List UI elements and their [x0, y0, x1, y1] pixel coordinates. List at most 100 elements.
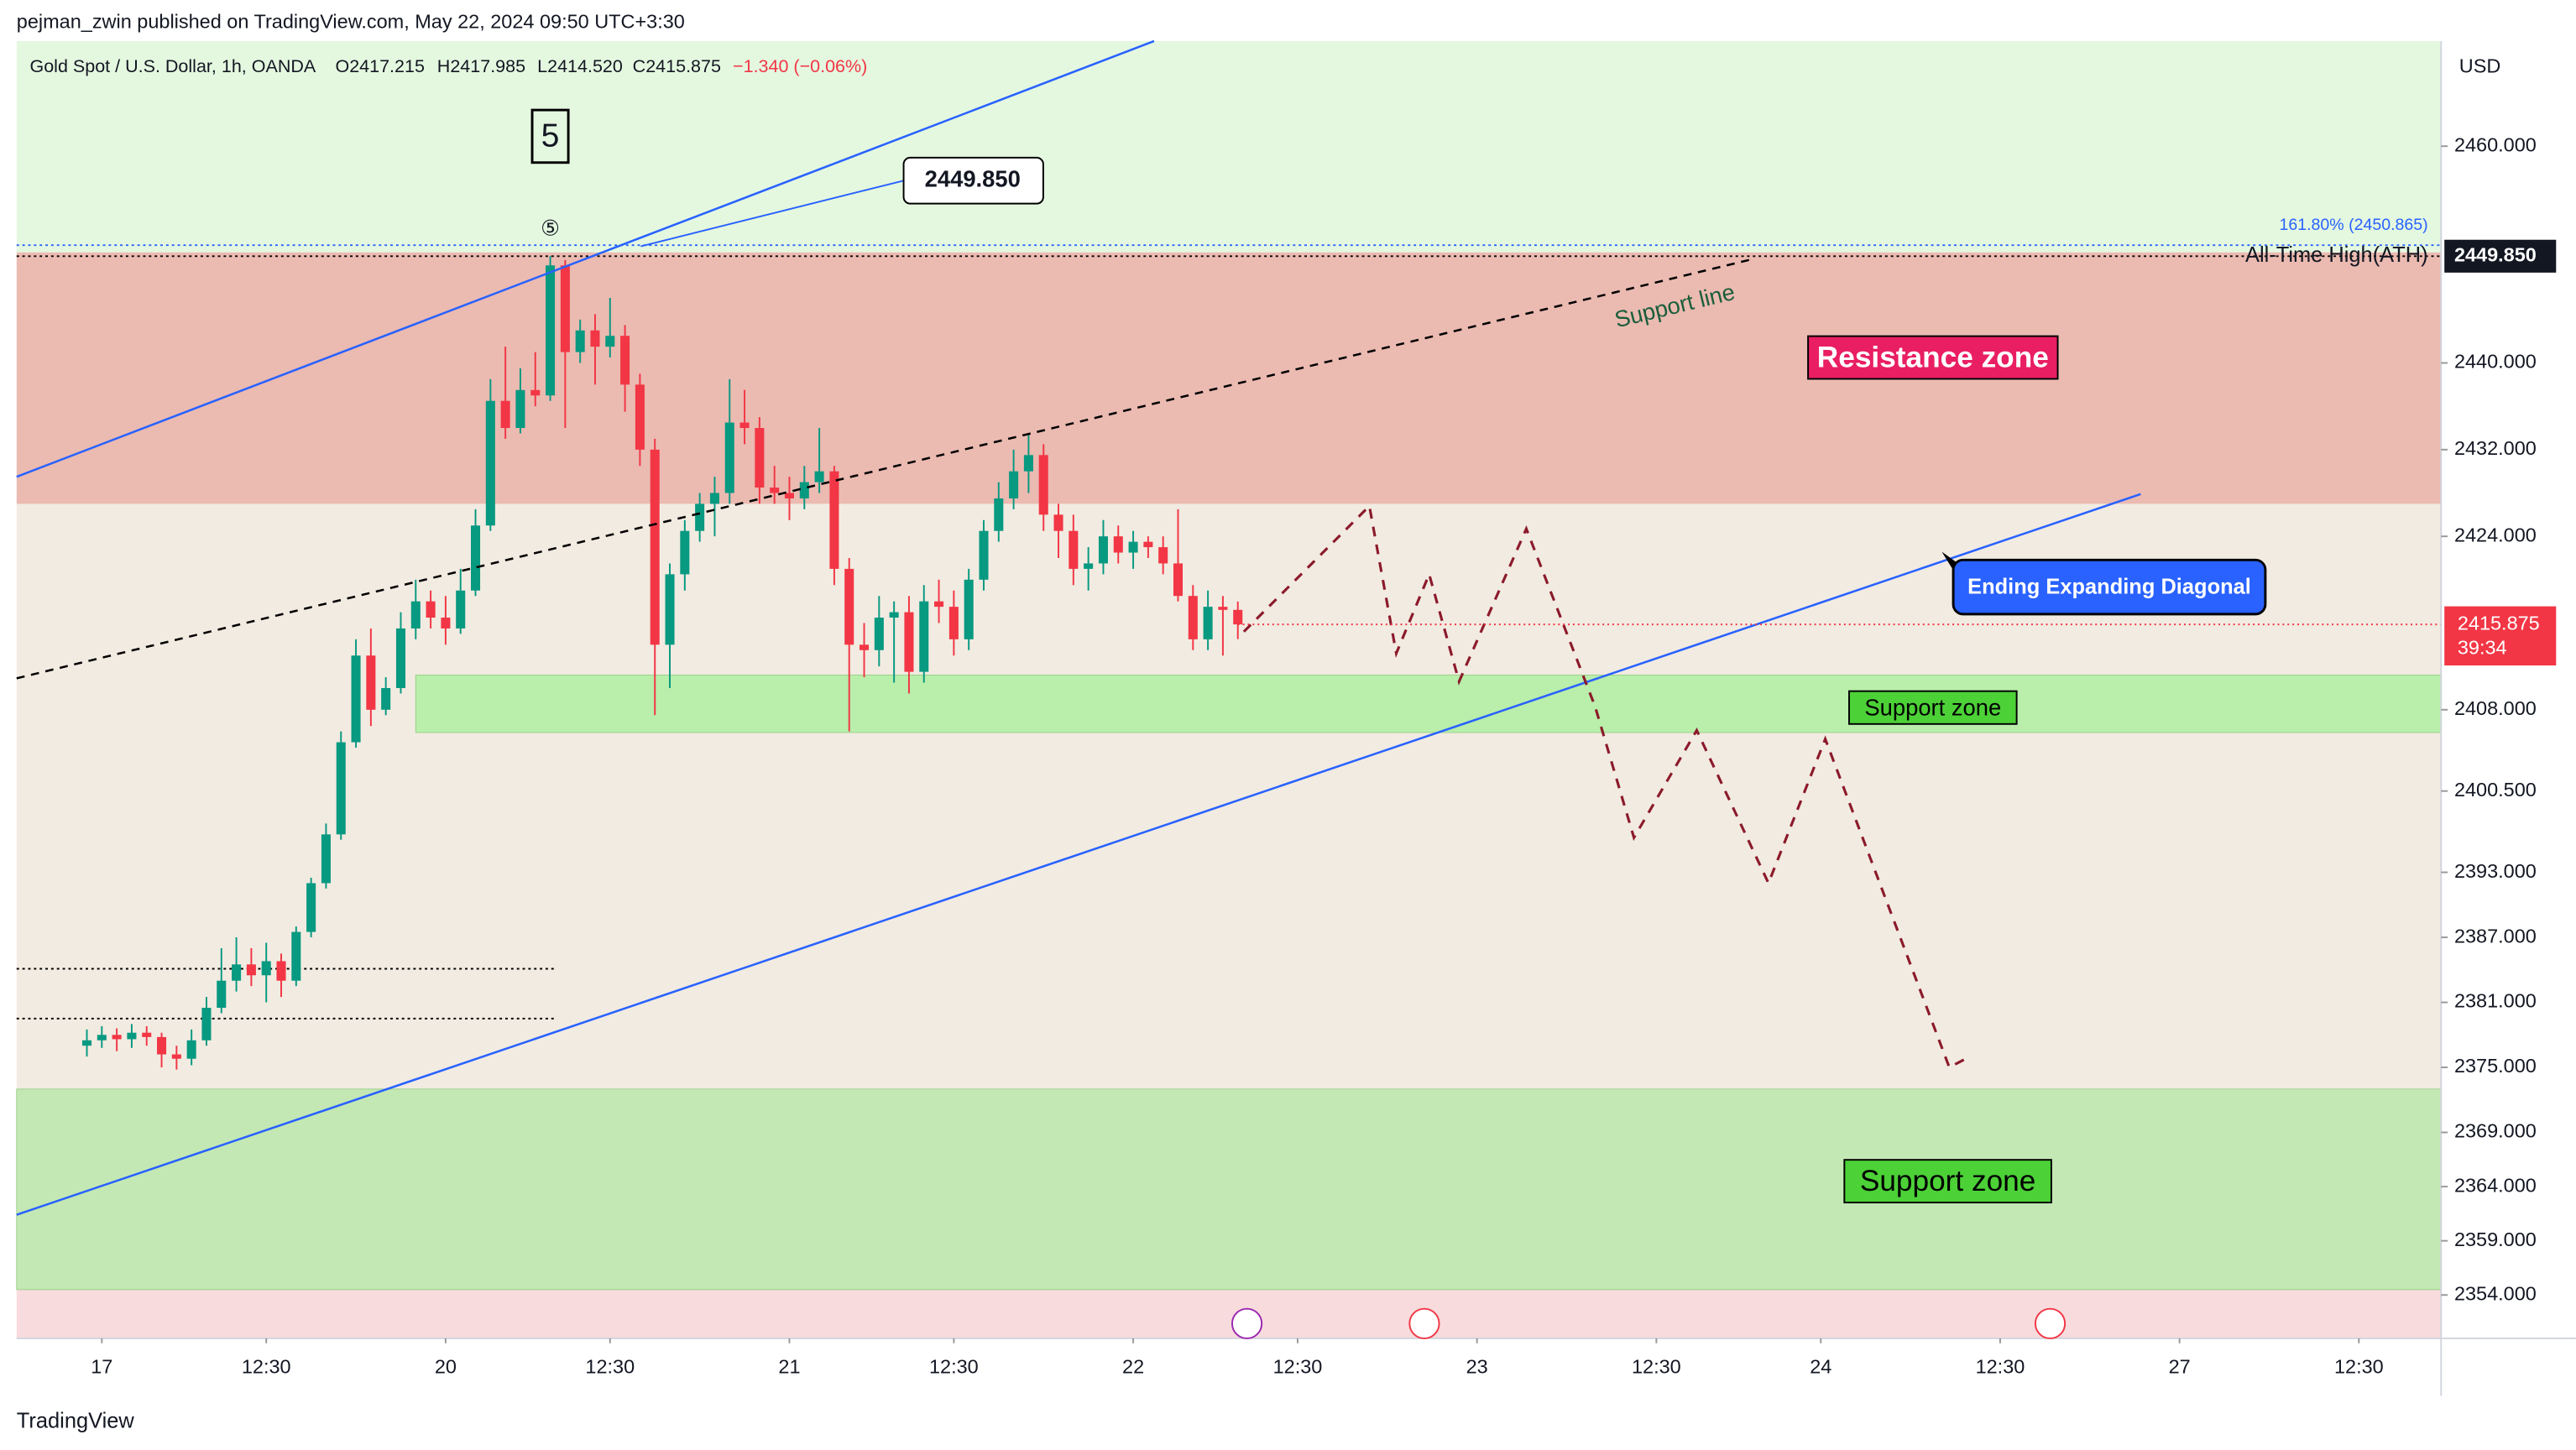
- candle-body: [112, 1035, 122, 1040]
- change: −1.340 (−0.06%): [733, 56, 867, 76]
- candle-body: [97, 1035, 107, 1041]
- x-tick-label: 12:30: [1632, 1355, 1681, 1377]
- y-tick-label: 2381.000: [2454, 990, 2537, 1012]
- y-tick-label: 2432.000: [2454, 437, 2537, 459]
- candle-body: [381, 687, 391, 710]
- y-tick-label: 2364.000: [2454, 1174, 2537, 1196]
- event-icon[interactable]: [1408, 1307, 1440, 1339]
- candle-body: [724, 422, 734, 493]
- candle-body: [799, 482, 809, 498]
- candle-body: [127, 1032, 137, 1040]
- candle-body: [709, 493, 719, 504]
- y-tick-label: 2424.000: [2454, 524, 2537, 545]
- y-tick-label: 2359.000: [2454, 1228, 2537, 1250]
- candle-body: [1128, 541, 1138, 553]
- candle-body: [1173, 563, 1183, 597]
- x-tick-label: 24: [1810, 1355, 1831, 1377]
- callout-line: [640, 180, 904, 248]
- candle-body: [665, 574, 675, 645]
- zone-label-box: [1848, 690, 2018, 725]
- candle-body: [306, 883, 316, 932]
- event-icon[interactable]: [2034, 1307, 2067, 1339]
- x-tick-label: 12:30: [1976, 1355, 2025, 1377]
- candle-body: [904, 612, 914, 672]
- ohlc-high: H2417.985: [437, 56, 525, 76]
- zone-label-box: [1807, 335, 2059, 380]
- y-tick-label: 2460.000: [2454, 133, 2537, 155]
- candle-body: [321, 834, 331, 884]
- candle-body: [605, 336, 615, 347]
- candle-body: [1023, 455, 1033, 472]
- candle-body: [1218, 607, 1228, 610]
- candle-body: [546, 265, 556, 396]
- trendline: [16, 39, 1155, 478]
- candle-body: [456, 590, 466, 629]
- candle-body: [814, 471, 824, 482]
- x-tick-label: 12:30: [585, 1355, 635, 1377]
- plot-area: 161.80% (2450.865) All-Time High(ATH) Supp…: [16, 39, 2442, 1338]
- ath-label: All-Time High(ATH): [2245, 243, 2428, 267]
- candle-body: [261, 961, 271, 976]
- candle-body: [1038, 455, 1048, 515]
- candle-body: [485, 400, 495, 526]
- zone-label: Resistance zone: [1817, 341, 2049, 373]
- last-price-label: 2415.875: [2458, 612, 2540, 634]
- x-tick-label: 17: [91, 1355, 112, 1377]
- candle-body: [889, 612, 899, 618]
- candle-body: [874, 618, 884, 650]
- zone-label-box: [1843, 1159, 2052, 1204]
- candle-body: [919, 601, 929, 672]
- ohlc-low: L2414.520: [537, 56, 623, 76]
- candle-body: [441, 618, 451, 629]
- fib-label: 161.80% (2450.865): [2279, 216, 2427, 234]
- countdown: 39:34: [2458, 637, 2507, 659]
- wave-box: [530, 108, 570, 164]
- callout-box: [902, 156, 1044, 205]
- candle-body: [829, 471, 839, 569]
- candle-body: [81, 1040, 92, 1046]
- candle-body: [217, 980, 227, 1008]
- y-tick-label: 2400.500: [2454, 779, 2537, 801]
- x-tick-label: 12:30: [929, 1355, 979, 1377]
- ath-badge: [2444, 239, 2557, 273]
- projection-path: [1242, 503, 1967, 1070]
- brand: TradingView: [17, 1409, 135, 1432]
- attribution: pejman_zwin published on TradingView.com…: [17, 11, 685, 33]
- candle-body: [650, 449, 660, 645]
- candle-body: [739, 422, 750, 429]
- diagonal-label: Ending Expanding Diagonal: [1967, 575, 2251, 598]
- candle-body: [948, 607, 959, 639]
- ohlc-close: C2415.875: [633, 56, 721, 76]
- zone: [16, 1088, 2442, 1291]
- symbol: Gold Spot / U.S. Dollar, 1h, OANDA: [29, 56, 316, 76]
- trendline: [16, 493, 2141, 1216]
- wave-marker: ⑤: [541, 217, 560, 241]
- candle-body: [1158, 547, 1168, 564]
- candle-body: [994, 498, 1004, 531]
- x-tick-label: 27: [2169, 1355, 2191, 1377]
- background-band: [16, 40, 2442, 253]
- trendline: [16, 258, 1750, 680]
- ath-badge-label: 2449.850: [2454, 244, 2537, 266]
- y-tick-label: 2354.000: [2454, 1282, 2537, 1304]
- candle-body: [575, 330, 585, 352]
- candle-body: [515, 389, 525, 429]
- zone: [16, 252, 2442, 504]
- candle-body: [426, 601, 436, 618]
- candle-body: [1113, 536, 1123, 553]
- candle-body: [1053, 514, 1063, 531]
- candle-body: [1203, 607, 1213, 639]
- candle-body: [620, 336, 630, 385]
- candle-body: [366, 655, 376, 710]
- x-tick-label: 22: [1122, 1355, 1144, 1377]
- candle-body: [1143, 541, 1153, 548]
- last-price-badge: [2444, 606, 2557, 666]
- candle-body: [186, 1040, 196, 1059]
- candle-body: [770, 488, 780, 493]
- zone: [415, 674, 2442, 733]
- y-tick-label: 2369.000: [2454, 1120, 2537, 1142]
- candle-body: [246, 964, 256, 976]
- event-icon[interactable]: [1231, 1307, 1263, 1339]
